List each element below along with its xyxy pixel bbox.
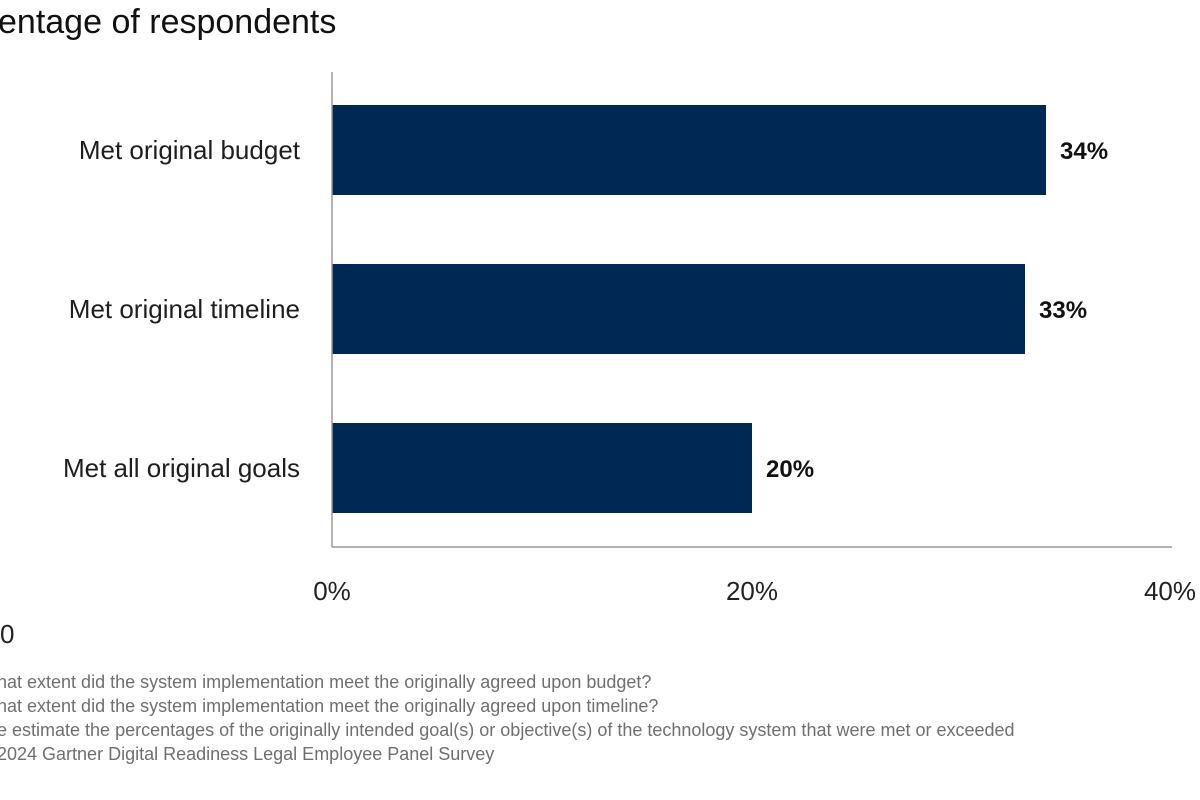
chart-title: entage of respondents <box>0 3 337 41</box>
bar-met-original-budget <box>332 105 1046 195</box>
sample-size-label: 0 <box>0 619 15 649</box>
axes-layer <box>331 72 1172 548</box>
footnotes: hat extent did the system implementation… <box>0 670 1015 766</box>
labels-layer: Met original budget 34% Met original timel… <box>63 135 1196 606</box>
category-label-met-all-original-goals: Met all original goals <box>63 453 300 483</box>
footnote-goals-question: e estimate the percentages of the origin… <box>0 720 1015 740</box>
footnote-timeline-question: hat extent did the system implementation… <box>0 696 659 716</box>
x-tick-label-40: 40% <box>1144 576 1196 606</box>
value-label-met-all-original-goals: 20% <box>766 456 814 483</box>
value-label-met-original-budget: 34% <box>1060 138 1108 165</box>
value-label-met-original-timeline: 33% <box>1039 297 1087 324</box>
bars-layer <box>332 105 1046 513</box>
x-tick-label-0: 0% <box>313 576 351 606</box>
bar-met-all-original-goals <box>332 423 752 513</box>
footnote-source: 2024 Gartner Digital Readiness Legal Emp… <box>0 744 495 764</box>
footnote-budget-question: hat extent did the system implementation… <box>0 672 652 692</box>
category-label-met-original-budget: Met original budget <box>79 135 301 165</box>
bar-met-original-timeline <box>332 264 1025 354</box>
x-tick-label-20: 20% <box>726 576 778 606</box>
category-label-met-original-timeline: Met original timeline <box>69 294 300 324</box>
